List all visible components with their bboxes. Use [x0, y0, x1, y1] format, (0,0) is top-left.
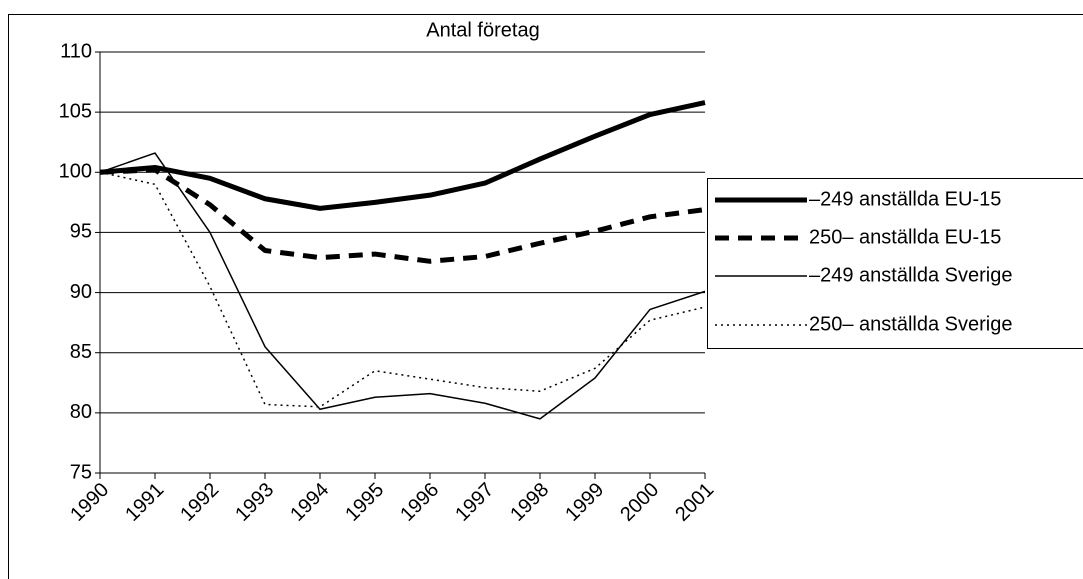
series-line	[99, 152, 706, 420]
y-tick-label: 80	[70, 401, 92, 423]
y-tick-label: 75	[70, 461, 92, 483]
y-tick-label: 90	[70, 281, 92, 303]
series-line	[99, 100, 706, 211]
legend-box	[707, 178, 1083, 349]
y-tick-label: 110	[60, 40, 92, 62]
y-tick-label: 105	[59, 100, 92, 122]
y-tick-label: 95	[70, 221, 92, 243]
series-line	[99, 171, 706, 408]
y-tick-label: 85	[70, 341, 92, 363]
y-tick-label: 100	[59, 161, 92, 183]
legend-label: 250– anställda EU-15	[809, 226, 1001, 248]
legend-label: 250– anställda Sverige	[809, 313, 1012, 335]
series-line	[99, 167, 706, 264]
legend-label: –249 anställda Sverige	[809, 264, 1012, 286]
chart-title: Antal företag	[426, 19, 539, 41]
legend-label: –249 anställda EU-15	[809, 188, 1001, 210]
